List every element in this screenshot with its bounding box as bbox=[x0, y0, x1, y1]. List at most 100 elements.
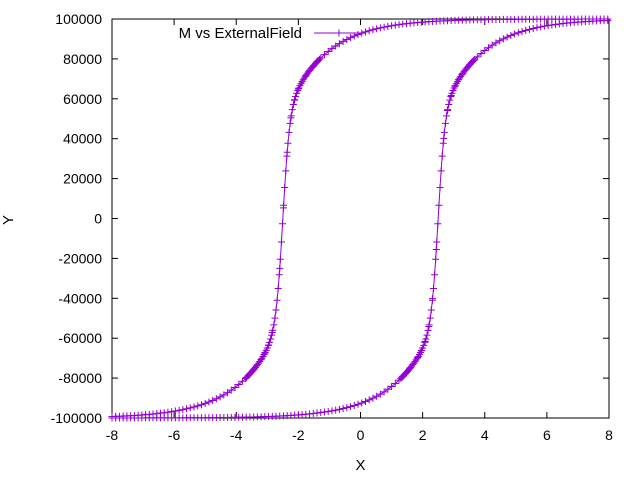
data-point bbox=[269, 326, 277, 334]
data-point bbox=[380, 388, 388, 396]
x-tick-label: 6 bbox=[543, 427, 551, 443]
data-point bbox=[436, 183, 444, 191]
data-point bbox=[438, 152, 446, 160]
data-point bbox=[317, 409, 325, 417]
data-point bbox=[220, 391, 228, 399]
data-point bbox=[604, 17, 612, 24]
data-point bbox=[271, 314, 279, 322]
x-tick-label: 8 bbox=[605, 427, 613, 443]
data-point bbox=[430, 284, 437, 292]
data-point bbox=[298, 78, 306, 86]
data-point bbox=[277, 238, 285, 246]
data-point bbox=[343, 404, 351, 412]
data-point bbox=[285, 128, 293, 136]
data-point bbox=[354, 400, 362, 408]
data-point bbox=[347, 403, 355, 411]
data-point bbox=[335, 405, 343, 413]
data-point bbox=[441, 119, 449, 127]
y-tick-label: 60000 bbox=[63, 91, 102, 107]
data-point bbox=[544, 22, 552, 30]
series-line-ascending bbox=[112, 20, 608, 419]
data-point bbox=[518, 28, 526, 35]
x-tick-label: -4 bbox=[230, 427, 243, 443]
data-point bbox=[265, 338, 273, 346]
data-point bbox=[231, 383, 239, 391]
plot-area bbox=[108, 15, 612, 422]
data-point bbox=[432, 246, 440, 254]
data-point bbox=[432, 255, 440, 263]
legend-label: M vs ExternalField bbox=[179, 25, 302, 42]
data-point bbox=[435, 201, 443, 209]
data-point bbox=[328, 407, 336, 415]
data-point bbox=[267, 335, 275, 343]
data-point bbox=[420, 341, 428, 349]
data-point bbox=[279, 220, 287, 228]
data-point bbox=[350, 32, 358, 40]
data-point bbox=[533, 24, 541, 32]
data-point bbox=[272, 306, 280, 314]
y-tick-labels: -100000 -80000 -60000 -40000 -20000 0 20000 400… bbox=[51, 11, 103, 426]
data-point bbox=[440, 134, 448, 142]
data-point bbox=[369, 394, 377, 402]
data-point bbox=[292, 92, 300, 100]
data-point bbox=[316, 55, 323, 63]
data-point bbox=[540, 22, 548, 30]
data-point bbox=[429, 295, 437, 303]
data-point bbox=[324, 47, 332, 55]
data-point bbox=[190, 403, 198, 411]
data-point bbox=[212, 395, 220, 403]
legend: M vs ExternalField bbox=[179, 25, 364, 42]
data-point bbox=[194, 402, 202, 410]
x-tick-label: 0 bbox=[357, 427, 365, 443]
y-tick-label: 100000 bbox=[55, 11, 102, 27]
data-point bbox=[209, 396, 217, 404]
data-point bbox=[339, 405, 347, 413]
x-tick-label: -6 bbox=[168, 427, 181, 443]
data-point bbox=[179, 406, 187, 414]
series-layer bbox=[108, 15, 612, 422]
data-point bbox=[274, 284, 282, 292]
data-point bbox=[499, 35, 507, 43]
data-point bbox=[440, 128, 448, 136]
data-point bbox=[422, 335, 430, 343]
data-point bbox=[332, 406, 340, 414]
data-point bbox=[270, 321, 278, 329]
data-point bbox=[291, 96, 299, 104]
data-point bbox=[373, 392, 381, 400]
data-point bbox=[216, 393, 224, 401]
data-point bbox=[414, 353, 422, 361]
y-tick-label: -80000 bbox=[58, 370, 102, 386]
data-point bbox=[280, 201, 288, 209]
x-tick-label: 2 bbox=[419, 427, 427, 443]
data-point bbox=[488, 41, 496, 49]
y-tick-label: -40000 bbox=[58, 290, 102, 306]
data-point bbox=[286, 119, 294, 127]
data-point bbox=[343, 35, 351, 43]
data-point bbox=[446, 96, 454, 104]
y-tick-label: -20000 bbox=[58, 250, 102, 266]
data-point bbox=[529, 24, 537, 32]
y-tick-label: 0 bbox=[94, 211, 102, 227]
y-tick-label: -100000 bbox=[51, 410, 103, 426]
data-point bbox=[548, 21, 556, 29]
data-point bbox=[511, 30, 519, 38]
data-point bbox=[437, 167, 445, 175]
data-point bbox=[361, 398, 369, 406]
data-point bbox=[443, 112, 451, 120]
y-tick-label: 20000 bbox=[63, 171, 102, 187]
data-point bbox=[525, 25, 533, 33]
data-point bbox=[391, 379, 399, 387]
data-point bbox=[238, 377, 246, 385]
data-point bbox=[227, 386, 235, 394]
data-point bbox=[235, 381, 243, 389]
data-point bbox=[328, 45, 336, 53]
data-point bbox=[288, 106, 296, 114]
data-point bbox=[434, 220, 442, 228]
data-point bbox=[168, 408, 176, 416]
data-point bbox=[289, 100, 297, 108]
x-tick-label: -8 bbox=[106, 427, 119, 443]
data-point bbox=[332, 42, 340, 50]
data-point bbox=[470, 56, 478, 64]
data-point bbox=[276, 264, 284, 272]
data-point bbox=[320, 408, 328, 416]
